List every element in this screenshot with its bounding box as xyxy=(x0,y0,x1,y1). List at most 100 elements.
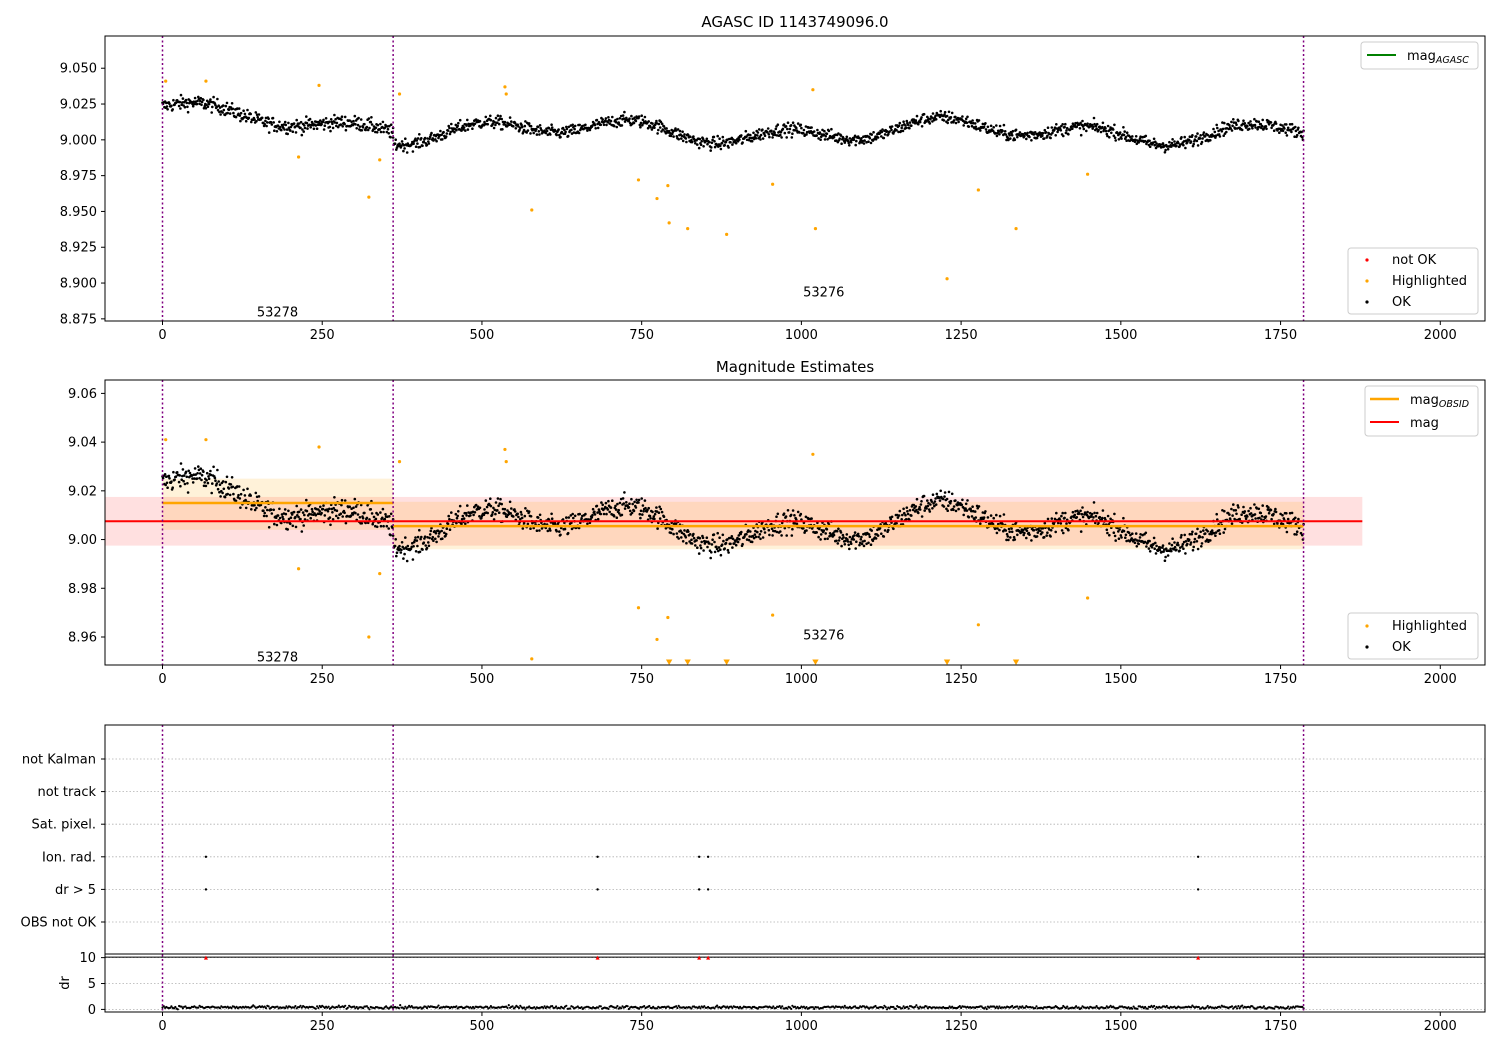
ok-point xyxy=(403,147,406,150)
flag-point xyxy=(697,855,701,858)
ok-point xyxy=(639,125,642,129)
ok-point xyxy=(527,510,531,513)
ok-point xyxy=(218,483,222,487)
ok-point xyxy=(526,129,530,132)
ok-point xyxy=(506,509,509,512)
ok-point xyxy=(1182,547,1185,550)
ok-point xyxy=(216,97,219,101)
ok-point xyxy=(1137,542,1140,546)
ok-point xyxy=(931,507,934,510)
ok-point xyxy=(1001,129,1004,133)
ok-point xyxy=(584,123,587,127)
ok-point xyxy=(406,142,410,145)
ok-point xyxy=(1041,527,1045,530)
ok-point xyxy=(1041,531,1044,534)
ok-point xyxy=(348,119,352,122)
ok-point xyxy=(1076,509,1079,513)
ok-point xyxy=(880,532,883,535)
dr-y-tick-label: 0 xyxy=(88,1003,96,1018)
ok-point xyxy=(256,115,260,119)
ok-point xyxy=(460,522,463,526)
ok-point xyxy=(336,516,340,520)
ok-point xyxy=(405,559,409,563)
ok-point xyxy=(209,469,212,473)
ok-point xyxy=(606,508,610,511)
ok-point xyxy=(945,497,949,501)
ok-point xyxy=(372,125,376,128)
ok-point xyxy=(825,132,829,136)
ok-point xyxy=(1285,512,1288,515)
ok-point xyxy=(186,482,189,485)
ok-point xyxy=(225,101,229,105)
ok-point xyxy=(1039,529,1042,533)
ok-point xyxy=(216,487,220,491)
ok-point xyxy=(743,535,746,538)
ok-point xyxy=(922,494,926,498)
ok-point xyxy=(1075,516,1079,519)
ok-point xyxy=(1186,542,1189,546)
ok-point xyxy=(620,124,624,127)
ok-point xyxy=(334,118,337,121)
ok-point xyxy=(1144,134,1148,138)
ok-point xyxy=(998,528,1001,532)
ok-point xyxy=(1223,121,1226,125)
y-tick-label: 8.98 xyxy=(68,582,97,597)
ok-point xyxy=(930,116,933,119)
ok-point xyxy=(388,515,391,518)
ok-point xyxy=(193,467,197,470)
ok-point xyxy=(363,122,366,126)
ok-point xyxy=(917,511,920,515)
ok-point xyxy=(786,509,790,512)
highlighted-point xyxy=(317,445,321,449)
ok-point xyxy=(1106,514,1110,518)
ok-point xyxy=(1073,513,1077,517)
svg-text:magAGASC: magAGASC xyxy=(1407,49,1469,66)
ok-point xyxy=(1120,536,1123,539)
ok-point xyxy=(196,472,199,475)
ok-point xyxy=(692,135,695,138)
ok-point xyxy=(1059,522,1063,525)
dr-point xyxy=(397,1007,400,1010)
ok-point xyxy=(655,506,658,509)
ok-point xyxy=(1170,543,1174,547)
ok-point xyxy=(193,96,197,100)
ok-point xyxy=(231,485,235,489)
ok-point xyxy=(977,119,981,122)
legend-mag-obsid-sub: OBSID xyxy=(1439,399,1469,410)
ok-point xyxy=(628,502,631,506)
ok-point xyxy=(796,510,800,514)
ok-point xyxy=(385,130,389,134)
ok-point xyxy=(1269,508,1273,512)
ok-point xyxy=(163,473,167,476)
ok-point xyxy=(616,117,619,121)
highlighted-point xyxy=(666,184,670,188)
ok-point xyxy=(287,517,291,521)
ok-point xyxy=(200,103,203,107)
ok-point xyxy=(807,517,810,520)
ok-point xyxy=(1133,541,1137,544)
obsid-label: 53276 xyxy=(803,286,844,301)
ok-point xyxy=(767,133,771,136)
ok-point xyxy=(448,126,451,130)
ok-point xyxy=(366,128,370,132)
ok-point xyxy=(314,124,318,127)
ok-point xyxy=(222,487,226,491)
ok-point xyxy=(283,120,287,124)
ok-point xyxy=(212,465,215,469)
ok-point xyxy=(281,515,284,519)
ok-point xyxy=(1286,517,1290,521)
ok-point xyxy=(1159,143,1162,146)
ok-point xyxy=(444,532,448,536)
ok-point xyxy=(239,111,243,115)
ok-point xyxy=(1168,542,1171,545)
ok-point xyxy=(205,471,209,475)
ok-point xyxy=(934,118,938,121)
ok-point xyxy=(780,534,783,537)
ok-point xyxy=(1094,124,1098,128)
ok-point xyxy=(954,499,957,502)
ok-point xyxy=(1166,147,1170,151)
ok-point xyxy=(345,124,349,128)
ok-point xyxy=(1049,535,1052,538)
ok-point xyxy=(862,544,866,548)
ok-point xyxy=(920,125,924,128)
